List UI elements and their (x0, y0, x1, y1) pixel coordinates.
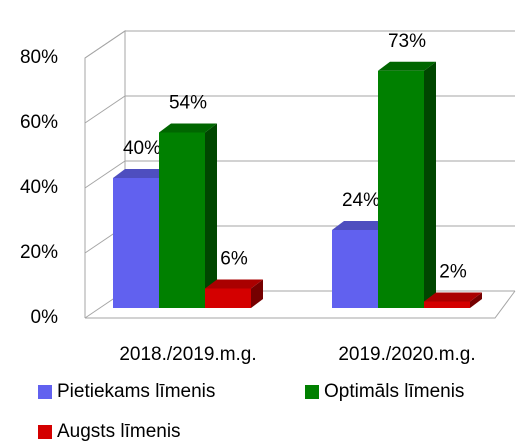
x-tick-label: 2018./2019.m.g. (119, 344, 256, 365)
bar-side (205, 123, 217, 308)
y-tick-label: 60% (20, 112, 58, 133)
legend-label: Augsts līmenis (57, 421, 181, 442)
data-label: 2% (439, 262, 467, 283)
bar-top (332, 221, 390, 230)
bar-top (378, 61, 436, 71)
bar-top (424, 292, 482, 302)
bar-side (470, 292, 482, 308)
legend-label: Pietiekams līmenis (57, 381, 215, 402)
data-label: 54% (169, 93, 207, 114)
legend-swatch (305, 385, 319, 399)
bar (378, 70, 424, 308)
bar-top (205, 279, 263, 289)
legend-swatch (38, 385, 52, 399)
bar-top (113, 169, 171, 178)
floor (85, 290, 516, 319)
bar (424, 301, 470, 308)
data-label: 24% (342, 190, 380, 211)
legend-swatch (38, 425, 52, 439)
bar-side (251, 279, 263, 308)
bar-top (159, 123, 217, 133)
bar (332, 230, 378, 308)
y-tick-label: 20% (20, 242, 58, 263)
bar-side (424, 61, 436, 308)
bar (159, 132, 205, 308)
bar (113, 178, 159, 308)
y-tick-label: 0% (31, 307, 59, 328)
bar (205, 288, 251, 308)
legend-label: Optimāls līmenis (324, 381, 464, 402)
data-label: 6% (220, 249, 248, 270)
x-tick-label: 2019./2020.m.g. (338, 344, 475, 365)
y-tick-label: 40% (20, 177, 58, 198)
y-tick-label: 80% (20, 47, 58, 68)
grid-line (84, 30, 515, 59)
data-label: 40% (123, 138, 161, 159)
grid-line (84, 95, 515, 124)
data-label: 73% (388, 31, 426, 52)
